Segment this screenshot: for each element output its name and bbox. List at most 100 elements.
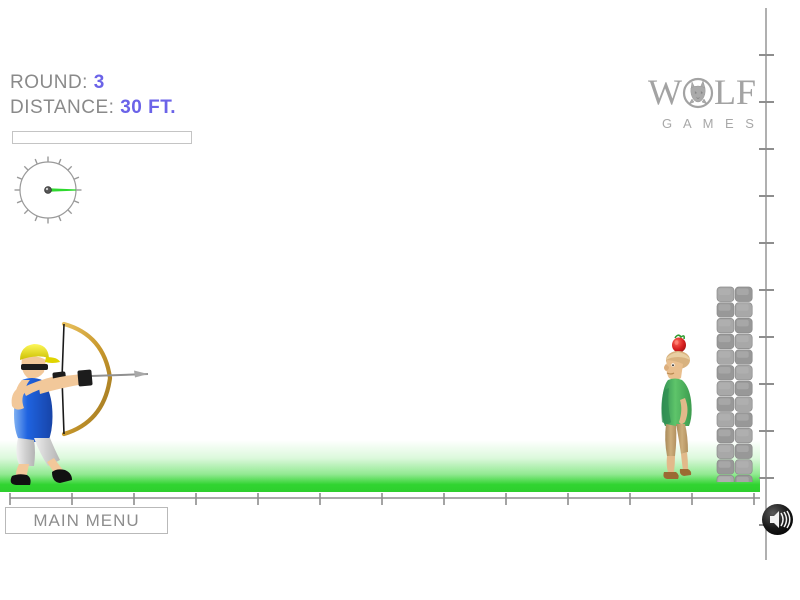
target-leg-right [681,452,688,470]
gauge-tick [34,158,38,165]
logo-letter-w: W [648,72,682,112]
target-mouth [666,372,675,375]
wolf-games-logo: W LF G A M E S [648,68,760,136]
brick-highlight [736,429,749,437]
archer-character [2,310,152,485]
angle-gauge[interactable] [12,154,84,226]
gauge-tick [67,209,73,215]
brick-highlight [718,367,731,374]
speaker-icon-wave-2 [783,511,788,528]
archer-cap [20,344,49,360]
sound-toggle-button[interactable] [761,503,794,536]
brick-highlight [736,445,749,452]
speaker-icon-wave-1 [780,512,784,527]
gauge-tick [16,200,23,204]
distance-line: DISTANCE: 30 FT. [10,95,176,120]
gauge-tick [23,209,29,215]
archer-shorts-left [16,438,35,466]
brick-group [716,286,753,491]
bow-limb [61,321,113,437]
archer-head [20,344,60,379]
hud-panel: ROUND: 3 DISTANCE: 30 FT. [10,70,176,120]
gauge-hub-highlight [45,187,49,191]
apple-body [672,337,686,353]
brick-highlight [736,382,749,390]
wolf-head-icon [688,80,708,105]
brick-highlight [718,288,731,295]
target-character-svg [661,334,692,479]
brick-highlight [718,445,731,452]
archer-cap-brim [45,357,60,363]
apple-leaf [674,334,685,340]
target-arm [679,398,688,424]
brick-wall [716,286,754,491]
brick-highlight [736,414,749,421]
brick-highlight [736,335,749,343]
target-head [664,351,690,380]
brick-highlight [736,476,749,484]
archer-boot-left [10,474,31,485]
gauge-tick [73,176,80,180]
gauge-tick [34,215,38,222]
brick-highlight [736,398,749,405]
archer-sunglasses [21,364,48,370]
logo-svg: W LF G A M E S [648,72,758,131]
brick-highlight [718,429,731,437]
main-menu-label: MAIN MENU [33,510,140,530]
round-line: ROUND: 3 [10,70,176,95]
brick-highlight [736,461,749,468]
horizontal-ruler-ticks [9,493,755,505]
gauge-tick [58,158,62,165]
distance-label: DISTANCE: [10,97,115,118]
target-face [666,360,683,380]
target-hair-top [666,352,690,360]
brick-highlight [718,335,731,343]
horizontal-ruler-svg [9,493,760,505]
brick-highlight [736,351,749,358]
gauge-tick [58,215,62,222]
gauge-needle-shape [48,188,76,192]
target-nose [664,364,669,371]
power-bar[interactable] [12,131,192,144]
gauge-needle [48,188,76,192]
target-eye-pupil [672,364,674,367]
target-pants-left [665,424,677,456]
gauge-tick [67,165,73,171]
brick-highlight [736,288,749,295]
speaker-icon-wave-3 [786,510,791,529]
brick-highlight [718,382,731,390]
gauge-tick [23,165,29,171]
logo-letter-o [682,77,714,109]
logo-subtitle: G A M E S [662,116,758,131]
ground-strip [0,440,760,492]
archer-bow-hand-glove [77,369,93,387]
horizontal-ruler [0,492,800,518]
target-leg-left [666,456,675,472]
round-value: 3 [93,72,105,93]
arrow-tip [134,370,148,378]
brick-highlight [736,304,749,311]
gauge-hub [44,186,52,194]
target-shoe-left [663,472,679,479]
target-shoe-right [679,469,692,476]
archer-bow-forearm [38,374,84,394]
brick-highlight [736,367,749,374]
archer-boot-right [52,469,72,483]
gauge-tick [73,200,80,204]
archer-draw-upper-arm [11,388,26,410]
angle-gauge-svg [14,156,82,224]
speaker-icon [762,504,793,535]
round-label: ROUND: [10,72,88,93]
apple-highlight [674,340,679,345]
brick-highlight [718,414,731,421]
brick-highlight [718,476,731,484]
brick-highlight [718,351,731,358]
main-menu-button[interactable]: MAIN MENU [5,507,168,534]
brick-highlight [718,319,731,327]
target-character [655,330,715,482]
brick-highlight [718,461,731,468]
logo-letters-lf: LF [714,72,756,112]
brick-highlight [736,319,749,327]
gauge-ticks [14,156,82,224]
